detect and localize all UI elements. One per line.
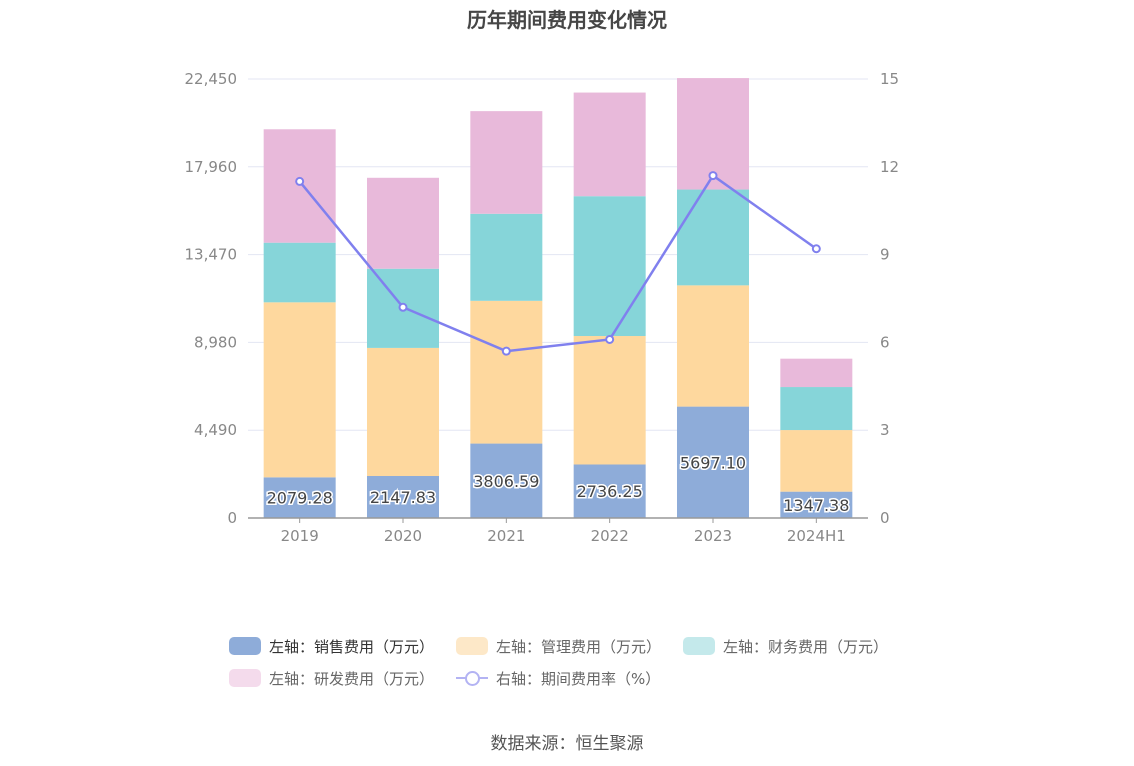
bar-2-2021	[470, 213, 543, 301]
bar-3-2021	[470, 111, 543, 214]
legend-swatch-rnd	[229, 669, 261, 687]
bar-data-label: 5697.10	[680, 453, 746, 472]
y-right-tick-label: 3	[880, 421, 890, 439]
bar-1-2023	[677, 285, 749, 407]
legend-item-expense-rate[interactable]: 右轴：期间费用率（%）	[456, 668, 660, 689]
bar-0-2020	[367, 476, 439, 518]
bar-data-label: 2079.28	[267, 489, 333, 508]
bar-1-2020	[367, 347, 439, 477]
legend-label-sales: 左轴：销售费用（万元）	[269, 637, 435, 656]
bar-1-2022	[573, 336, 646, 465]
y-right-tick-label: 9	[880, 246, 890, 264]
data-source: 数据来源：恒生聚源	[490, 734, 644, 754]
expense-rate-point	[501, 346, 511, 356]
legend-item-rnd[interactable]: 左轴：研发费用（万元）	[229, 668, 434, 689]
y-right-tick-label: 15	[880, 70, 899, 88]
legend-item-admin[interactable]: 左轴：管理费用（万元）	[456, 636, 661, 657]
x-tick-label: 2024H1	[787, 527, 846, 545]
y-left-tick-label: 8,980	[194, 333, 237, 351]
y-right-tick-label: 0	[880, 509, 890, 527]
chart-plot: 0 4,490 8,980 13,470 17,960 22,450 0 3 6 9 12 15 201…	[185, 70, 900, 545]
bar-3-2022	[573, 92, 646, 197]
bar-data-label: 3806.59	[473, 472, 539, 491]
y-left-tick-label: 4,490	[194, 421, 237, 439]
y-left-tick-label: 13,470	[185, 246, 238, 264]
bar-data-label: 2736.25	[577, 482, 643, 501]
legend-swatch-finance	[683, 637, 716, 655]
legend-line-marker	[456, 669, 489, 687]
bar-0-2019	[263, 477, 336, 518]
expense-rate-point	[708, 171, 718, 181]
y-left-tick-label: 17,960	[185, 158, 238, 176]
x-tick-label: 2023	[694, 527, 732, 545]
legend-swatch-admin	[456, 637, 489, 655]
legend-label-finance: 左轴：财务费用（万元）	[723, 637, 889, 656]
legend-swatch-sales	[229, 637, 261, 655]
bar-0-2024H1	[780, 491, 853, 518]
bar-1-2021	[470, 300, 543, 444]
legend-label-expense-rate: 右轴：期间费用率（%）	[496, 669, 661, 688]
bar-0-2022	[573, 464, 646, 518]
legend-label-rnd: 左轴：研发费用（万元）	[269, 669, 435, 688]
bar-1-2019	[263, 302, 336, 478]
x-tick-label: 2019	[281, 527, 319, 545]
bar-2-2019	[263, 242, 336, 303]
expense-rate-line	[298, 173, 818, 353]
x-tick-label: 2022	[591, 527, 629, 545]
legend-item-sales[interactable]: 左轴：销售费用（万元）	[229, 636, 434, 657]
x-tick-label: 2021	[487, 527, 525, 545]
bar-3-2024H1	[780, 358, 853, 388]
bar-2-2022	[573, 196, 646, 337]
bar-0-2023	[677, 406, 749, 518]
bar-data-label: 2147.83	[370, 488, 436, 507]
y-right-tick-label: 12	[880, 158, 899, 176]
expense-rate-point	[605, 334, 615, 344]
chart-legend: 左轴：销售费用（万元） 左轴：管理费用（万元） 左轴：财务费用（万元） 左轴：研…	[229, 630, 929, 694]
bar-2-2023	[677, 189, 749, 286]
bar-data-label: 1347.38	[783, 496, 849, 515]
bar-2-2024H1	[780, 387, 853, 431]
bar-3-2020	[367, 177, 439, 269]
x-tick-label: 2020	[384, 527, 422, 545]
y-right-tick-label: 6	[880, 333, 890, 351]
legend-item-finance[interactable]: 左轴：财务费用（万元）	[683, 636, 888, 657]
expense-rate-point	[295, 176, 305, 186]
legend-label-admin: 左轴：管理费用（万元）	[496, 637, 662, 656]
bar-0-2021	[470, 443, 543, 518]
y-left-tick-label: 22,450	[185, 70, 238, 88]
expense-rate-point	[811, 244, 821, 254]
expense-rate-point	[398, 302, 408, 312]
y-left-tick-label: 0	[227, 509, 237, 527]
chart-title: 历年期间费用变化情况	[467, 8, 667, 32]
bar-1-2024H1	[780, 430, 853, 492]
bar-3-2019	[263, 129, 336, 243]
bar-3-2023	[677, 78, 749, 190]
